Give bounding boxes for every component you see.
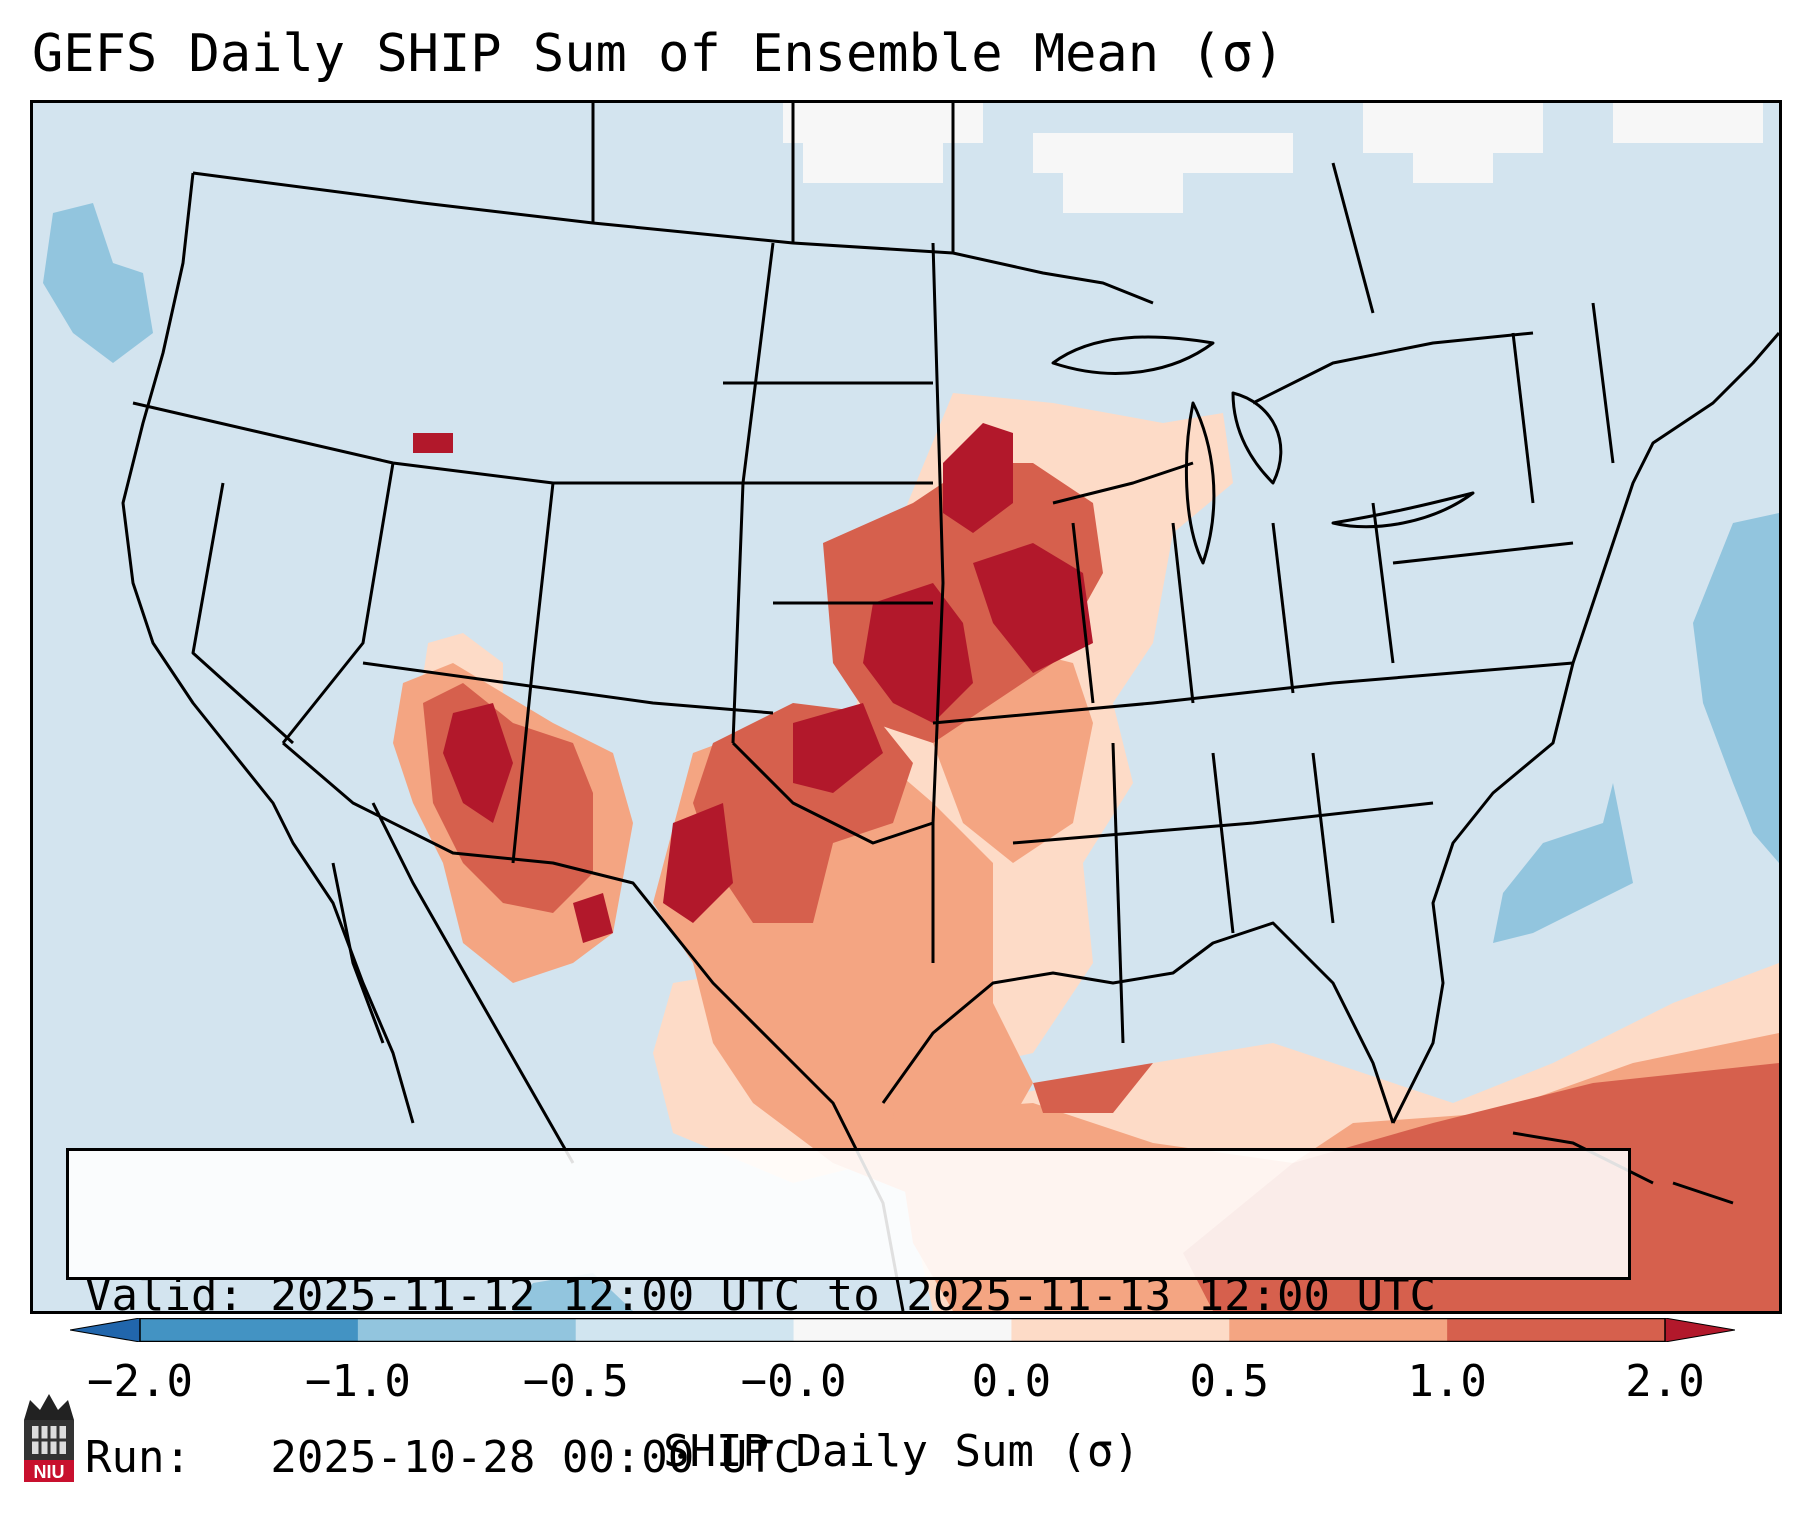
colorbar-tick-label: 0.0 bbox=[971, 1356, 1052, 1407]
colorbar-bin bbox=[575, 1318, 795, 1342]
colorbar-tick-label: −2.0 bbox=[87, 1356, 193, 1407]
colorbar-tick-label: 0.5 bbox=[1189, 1356, 1270, 1407]
niu-logo: NIU bbox=[24, 1394, 74, 1482]
map-panel bbox=[30, 100, 1782, 1314]
colorbar-bin bbox=[1447, 1318, 1666, 1342]
colorbar-tick-label: 1.0 bbox=[1407, 1356, 1487, 1407]
neutral-field-canada bbox=[783, 103, 1763, 213]
colorbar-bin bbox=[357, 1318, 577, 1342]
colorbar-bin bbox=[793, 1318, 1012, 1342]
state-borders bbox=[121, 103, 1779, 1311]
colorbar-tick-label: 2.0 bbox=[1625, 1356, 1705, 1407]
colorbar-ticks: −2.0 −1.0 −0.5 −0.0 0.0 0.5 1.0 2.0 bbox=[0, 1354, 1803, 1414]
colorbar-outline bbox=[139, 1318, 1666, 1342]
colorbar-extend-high bbox=[1664, 1318, 1735, 1342]
colorbar-tick-label: −0.0 bbox=[740, 1356, 847, 1407]
colorbar-bin bbox=[1011, 1318, 1230, 1342]
negative-anomaly-field bbox=[43, 203, 1779, 1311]
extreme-positive-field bbox=[413, 423, 1093, 943]
colorbar-bin bbox=[140, 1318, 359, 1342]
colorbar-label: SHIP Daily Sum (σ) bbox=[663, 1426, 1140, 1477]
colorbar-extend-low bbox=[70, 1318, 141, 1342]
map-canvas bbox=[33, 103, 1779, 1311]
logo-text: NIU bbox=[34, 1462, 65, 1482]
run-time-text: Run: 2025-10-28 00:00 UTC bbox=[85, 1432, 801, 1483]
chart-title: GEFS Daily SHIP Sum of Ensemble Mean (σ) bbox=[32, 24, 1285, 84]
colorbar-bin bbox=[1229, 1318, 1448, 1342]
valid-info-box: Valid: 2025-11-12 12:00 UTC to 2025-11-1… bbox=[66, 1148, 1631, 1483]
colorbar-tick-label: −1.0 bbox=[304, 1356, 411, 1407]
valid-time-text: Valid: 2025-11-12 12:00 UTC to 2025-11-1… bbox=[85, 1270, 1437, 1321]
colorbar-tick-label: −0.5 bbox=[522, 1356, 629, 1407]
colorbar bbox=[70, 1318, 1735, 1342]
